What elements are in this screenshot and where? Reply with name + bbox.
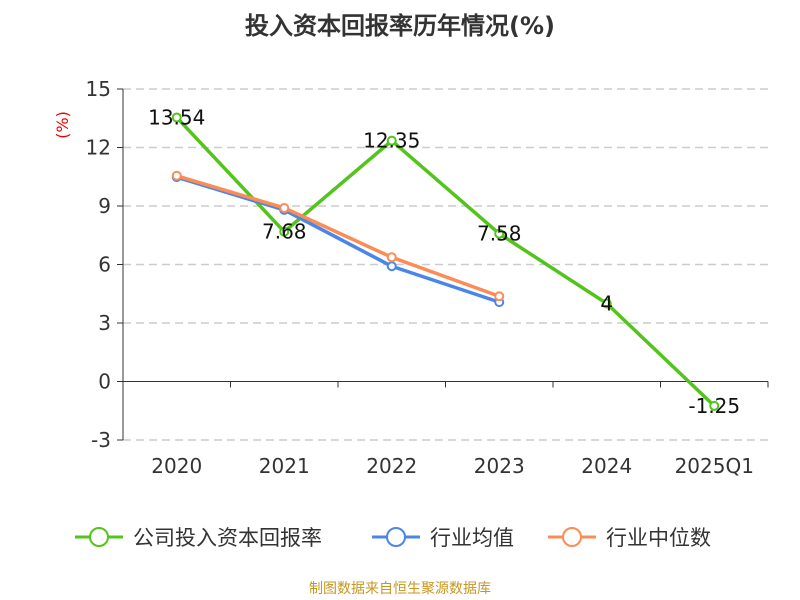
data-label: 4 [600, 292, 613, 316]
data-point-2 [386, 252, 397, 263]
y-axis-label: (%) [53, 111, 72, 139]
x-tick-label: 2021 [259, 454, 310, 478]
data-point-2 [279, 202, 290, 213]
y-tick-label: 9 [98, 194, 111, 218]
source-note: 制图数据来自恒生聚源数据库 [309, 581, 491, 597]
data-label: 13.54 [148, 105, 205, 129]
data-point-0 [386, 135, 397, 146]
data-label: 7.58 [477, 222, 522, 246]
data-label: 7.68 [262, 220, 307, 244]
y-tick-label: 0 [98, 370, 111, 394]
y-tick-label: 12 [86, 136, 111, 160]
data-point-0 [709, 400, 720, 411]
x-tick-label: 2022 [366, 454, 417, 478]
x-tick-label: 2020 [151, 454, 202, 478]
y-tick-label: 15 [86, 77, 111, 101]
data-point-2 [494, 291, 505, 302]
legend-label-2: 行业中位数 [606, 526, 711, 550]
y-tick-label: -3 [91, 428, 111, 452]
data-point-1 [386, 261, 397, 272]
data-point-0 [279, 226, 290, 237]
x-tick-label: 2023 [474, 454, 525, 478]
data-label: -1.25 [688, 394, 740, 418]
x-tick-label: 2024 [581, 454, 632, 478]
legend-label-0: 公司投入资本回报率 [133, 526, 322, 550]
data-point-2 [171, 170, 182, 181]
series-line-0 [175, 116, 716, 408]
legend-marker-2 [562, 527, 582, 547]
data-point-0 [601, 298, 612, 309]
y-tick-label: 6 [98, 253, 111, 277]
data-point-0 [494, 228, 505, 239]
chart-title: 投入资本回报率历年情况(%) [245, 12, 555, 40]
series-line-1 [176, 175, 500, 304]
legend-label-1: 行业均值 [430, 526, 514, 550]
legend-marker-0 [89, 527, 109, 547]
data-point-0 [171, 112, 182, 123]
legend-marker-1 [386, 527, 406, 547]
series-line-2 [176, 174, 500, 298]
y-tick-label: 3 [98, 311, 111, 335]
data-label: 12.35 [363, 129, 420, 153]
x-tick-label: 2025Q1 [675, 454, 754, 478]
